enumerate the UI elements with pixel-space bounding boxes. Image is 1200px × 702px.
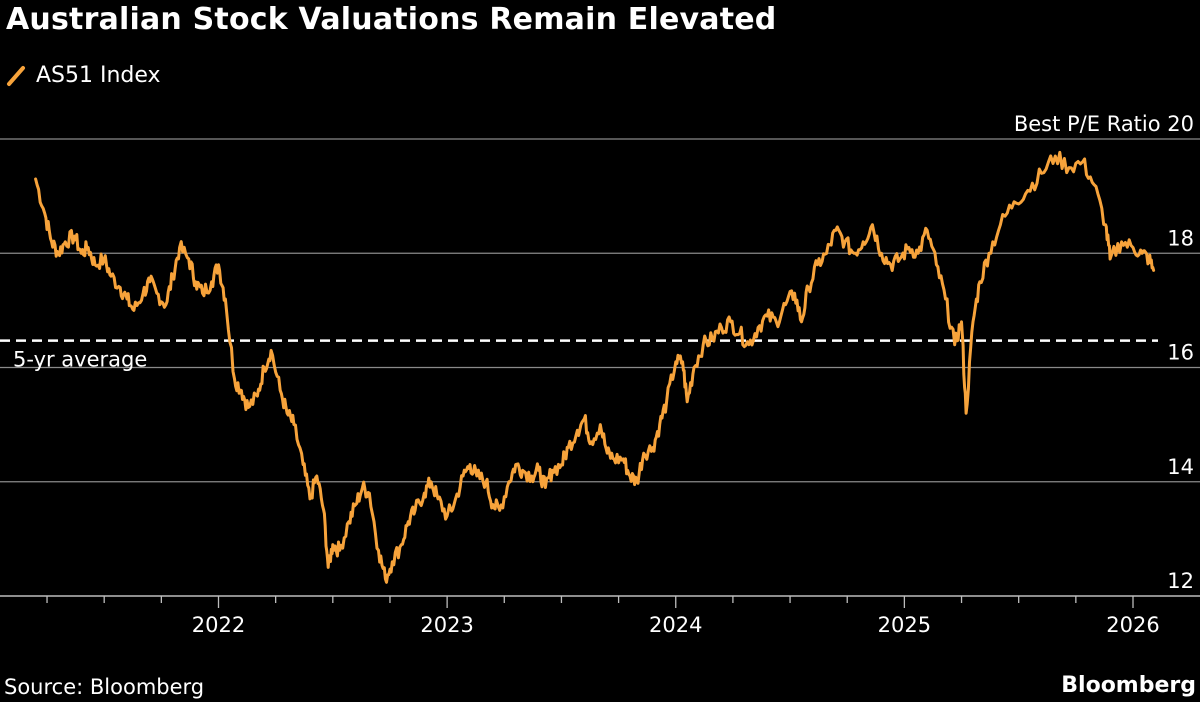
legend-swatch-icon: [7, 66, 25, 86]
reference-line-label: 5-yr average: [13, 348, 147, 372]
legend-label: AS51 Index: [36, 62, 161, 88]
axes: 12 14 16 18 Best P/E Ratio 20 2022 2023 2024 202…: [0, 112, 1200, 637]
chart-title: Australian Stock Valuations Remain Eleva…: [6, 2, 777, 37]
y-tick-label: 12: [1167, 569, 1194, 593]
x-tick-label: 2022: [192, 613, 245, 637]
series-line-group: [34, 150, 1156, 584]
gridlines: [0, 138, 1200, 483]
y-tick-label: 14: [1167, 455, 1194, 479]
series-line-as51: [34, 150, 1156, 584]
source-note: Source: Bloomberg: [4, 675, 205, 699]
brand-logo: Bloomberg: [1061, 673, 1196, 698]
y-tick-label: 18: [1167, 226, 1194, 250]
reference-line-group: 5-yr average: [0, 339, 1158, 372]
x-tick-label: 2024: [649, 613, 702, 637]
x-tick-label: 2025: [878, 613, 931, 637]
legend: AS51 Index: [6, 60, 161, 90]
x-tick-label: 2026: [1106, 613, 1159, 637]
x-tick-label: 2023: [420, 613, 473, 637]
y-tick-label: Best P/E Ratio 20: [1014, 112, 1194, 136]
y-tick-label: 16: [1167, 341, 1194, 365]
